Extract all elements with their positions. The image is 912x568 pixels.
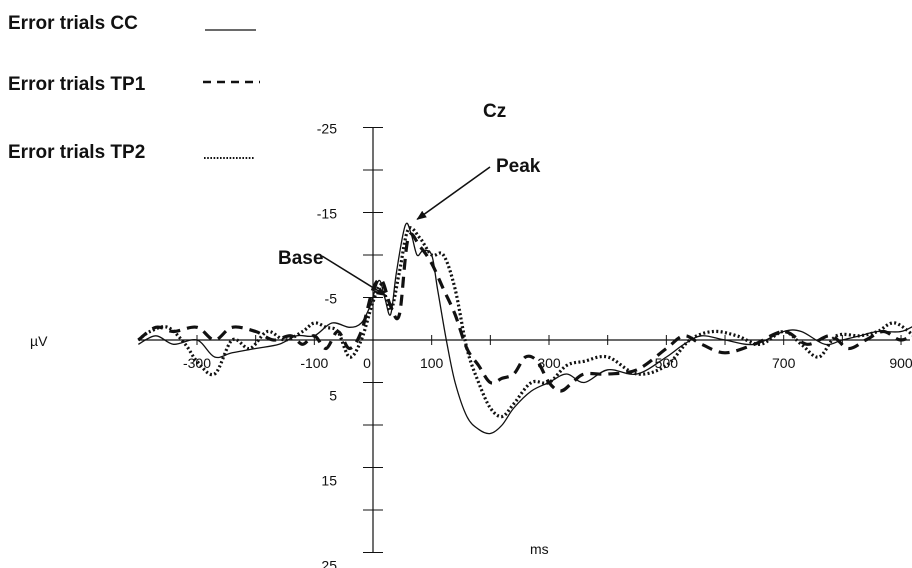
- x-tick-label: 700: [772, 355, 796, 371]
- x-tick-label: 500: [655, 355, 679, 371]
- y-axis-label: µV: [30, 333, 48, 349]
- annotation-base-arrow: [321, 255, 387, 297]
- annotation-peak-label: Peak: [496, 156, 541, 177]
- x-tick-label: 900: [889, 355, 912, 371]
- series-line-dotted: [137, 226, 912, 419]
- x-tick-label: 300: [537, 355, 561, 371]
- annotations: Peak Base: [278, 156, 541, 297]
- legend-label-tp1: Error trials TP1: [8, 74, 146, 95]
- x-tick-label: 100: [420, 355, 444, 371]
- y-tick-label: -25: [317, 121, 337, 137]
- x-tick-label: -100: [300, 355, 328, 371]
- y-tick-label: 5: [329, 388, 337, 404]
- annotation-peak-arrow: [416, 166, 491, 220]
- y-tick-label: 25: [321, 558, 337, 568]
- y-tick-label: -15: [317, 206, 337, 222]
- x-tick-label: 0: [363, 355, 371, 371]
- legend-label-tp2: Error trials TP2: [8, 142, 145, 163]
- chart-title: Cz: [483, 101, 506, 122]
- legend-label-cc: Error trials CC: [8, 13, 138, 34]
- x-axis-label: ms: [530, 541, 549, 557]
- annotation-base-label: Base: [278, 248, 323, 269]
- legend-entry-tp1: Error trials TP1: [8, 74, 260, 95]
- legend: Error trials CC Error trials TP1 Error t…: [8, 13, 260, 163]
- legend-entry-tp2: Error trials TP2: [8, 142, 255, 163]
- series-line-solid: [137, 222, 912, 435]
- series-line-dashed: [137, 232, 912, 393]
- y-tick-label: -5: [325, 291, 338, 307]
- legend-entry-cc: Error trials CC: [8, 13, 256, 34]
- y-tick-label: 15: [321, 473, 337, 489]
- series-layer: [137, 222, 912, 435]
